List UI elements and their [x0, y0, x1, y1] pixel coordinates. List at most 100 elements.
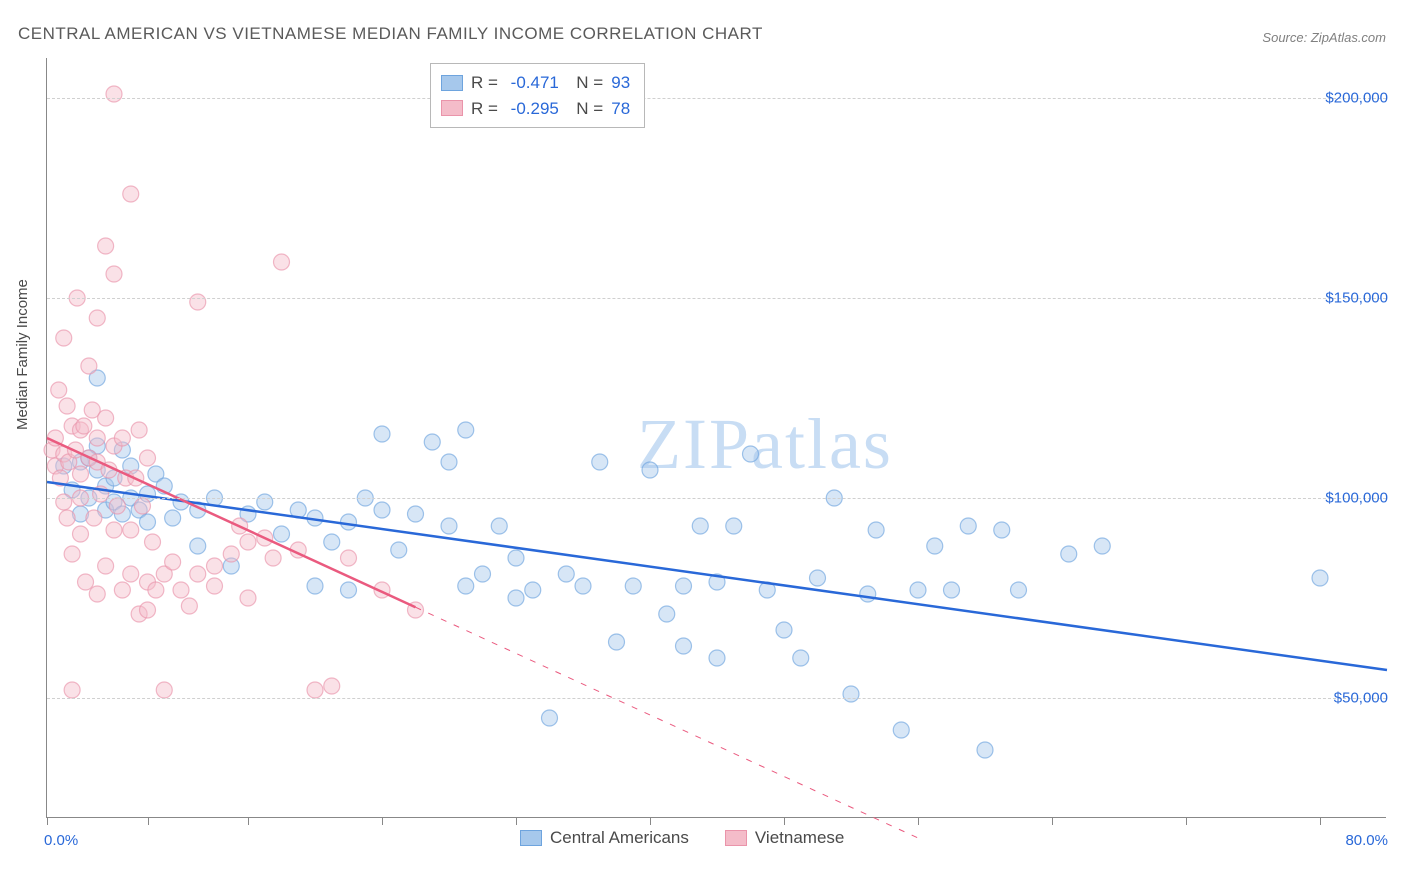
data-point [374, 426, 390, 442]
data-point [441, 518, 457, 534]
data-point [508, 590, 524, 606]
data-point [207, 558, 223, 574]
data-point [1094, 538, 1110, 554]
data-point [106, 522, 122, 538]
data-point [109, 498, 125, 514]
data-point [140, 450, 156, 466]
gridline-h [47, 698, 1386, 699]
data-point [458, 422, 474, 438]
data-point [893, 722, 909, 738]
data-point [1011, 582, 1027, 598]
data-point [190, 566, 206, 582]
x-tick [47, 817, 48, 825]
data-point [508, 550, 524, 566]
data-point [274, 526, 290, 542]
x-tick [516, 817, 517, 825]
data-point [98, 238, 114, 254]
data-point [59, 398, 75, 414]
data-point [843, 686, 859, 702]
data-point [81, 358, 97, 374]
swatch-series1 [441, 75, 463, 91]
data-point [257, 494, 273, 510]
stats-n-label: N = [567, 70, 603, 96]
data-point [625, 578, 641, 594]
data-point [56, 494, 72, 510]
source-label: Source: [1262, 30, 1307, 45]
x-tick [650, 817, 651, 825]
legend-label-1: Central Americans [550, 828, 689, 848]
data-point [89, 310, 105, 326]
x-tick [382, 817, 383, 825]
data-point [131, 422, 147, 438]
data-point [145, 534, 161, 550]
data-point [59, 510, 75, 526]
data-point [1312, 570, 1328, 586]
data-point [324, 678, 340, 694]
data-point [558, 566, 574, 582]
data-point [64, 682, 80, 698]
data-point [408, 506, 424, 522]
data-point [73, 526, 89, 542]
data-point [76, 418, 92, 434]
data-point [592, 454, 608, 470]
data-point [98, 410, 114, 426]
data-point [977, 742, 993, 758]
data-point [793, 650, 809, 666]
correlation-stats-box: R = -0.471 N = 93 R = -0.295 N = 78 [430, 63, 645, 128]
data-point [994, 522, 1010, 538]
data-point [692, 518, 708, 534]
data-point [424, 434, 440, 450]
stats-r-value-1: -0.471 [511, 70, 559, 96]
x-tick-label: 80.0% [1345, 832, 1388, 849]
data-point [491, 518, 507, 534]
data-point [207, 578, 223, 594]
x-tick [1186, 817, 1187, 825]
data-point [944, 582, 960, 598]
plot-area: ZIPatlas [46, 58, 1386, 818]
data-point [391, 542, 407, 558]
legend-label-2: Vietnamese [755, 828, 844, 848]
data-point [134, 498, 150, 514]
data-point [475, 566, 491, 582]
data-point [659, 606, 675, 622]
data-point [140, 602, 156, 618]
stats-n-label: N = [567, 96, 603, 122]
data-point [165, 554, 181, 570]
data-point [173, 582, 189, 598]
stats-n-value-1: 93 [611, 70, 630, 96]
data-point [341, 550, 357, 566]
data-point [265, 550, 281, 566]
data-point [868, 522, 884, 538]
data-point [114, 430, 130, 446]
scatter-svg [47, 58, 1386, 817]
data-point [190, 538, 206, 554]
series-legend: Central Americans Vietnamese [520, 828, 844, 848]
x-tick [918, 817, 919, 825]
data-point [89, 430, 105, 446]
data-point [165, 510, 181, 526]
trend-line [47, 482, 1387, 670]
stats-row-series2: R = -0.295 N = 78 [441, 96, 630, 122]
y-tick-label: $100,000 [1325, 490, 1388, 507]
stats-n-value-2: 78 [611, 96, 630, 122]
data-point [274, 254, 290, 270]
x-tick [248, 817, 249, 825]
data-point [609, 634, 625, 650]
data-point [148, 582, 164, 598]
swatch-series2 [441, 100, 463, 116]
legend-swatch-1 [520, 830, 542, 846]
data-point [240, 590, 256, 606]
data-point [114, 582, 130, 598]
legend-swatch-2 [725, 830, 747, 846]
y-axis-label: Median Family Income [14, 279, 31, 430]
data-point [89, 586, 105, 602]
stats-row-series1: R = -0.471 N = 93 [441, 70, 630, 96]
data-point [307, 578, 323, 594]
data-point [542, 710, 558, 726]
x-tick [148, 817, 149, 825]
data-point [341, 582, 357, 598]
data-point [960, 518, 976, 534]
data-point [642, 462, 658, 478]
trend-line [416, 607, 919, 838]
data-point [927, 538, 943, 554]
